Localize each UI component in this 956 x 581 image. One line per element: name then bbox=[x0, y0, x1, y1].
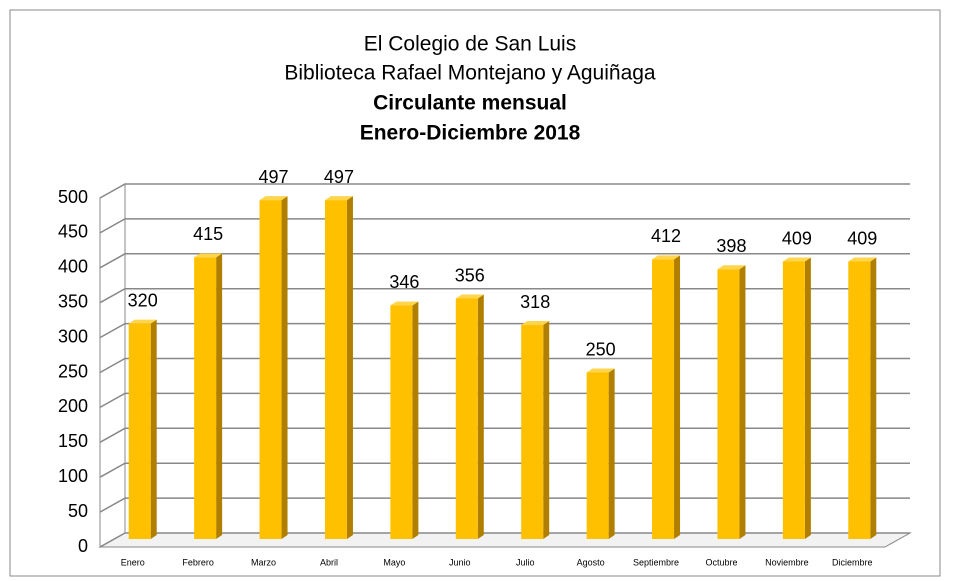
grid-line bbox=[99, 253, 910, 269]
y-tick-label: 500 bbox=[58, 187, 88, 207]
bar bbox=[324, 196, 353, 539]
grid-line bbox=[99, 497, 910, 513]
y-tick-label: 350 bbox=[58, 291, 88, 311]
grid-line bbox=[99, 392, 910, 409]
bar-face bbox=[346, 196, 353, 539]
x-tick-label: Septiembre bbox=[633, 557, 679, 567]
bar-face bbox=[455, 294, 484, 299]
x-tick-label: Junio bbox=[449, 557, 471, 567]
bar-face bbox=[804, 257, 811, 539]
bar-face bbox=[608, 368, 615, 539]
grid-line bbox=[99, 287, 910, 304]
x-tick-label: Julio bbox=[516, 557, 535, 567]
x-tick-label: Noviembre bbox=[765, 557, 809, 567]
value-label: 320 bbox=[128, 290, 158, 310]
y-tick-label: 150 bbox=[58, 431, 88, 451]
grid-line bbox=[99, 183, 910, 199]
value-label: 318 bbox=[520, 292, 550, 312]
bar-face bbox=[194, 253, 223, 258]
bar-face bbox=[150, 319, 157, 539]
value-label: 412 bbox=[651, 226, 681, 246]
bar-face bbox=[782, 261, 805, 539]
x-tick-label: Octubre bbox=[705, 557, 737, 567]
chart-title: Circulante mensual bbox=[373, 92, 567, 115]
x-tick-label: Marzo bbox=[251, 557, 276, 567]
grid-line bbox=[99, 218, 910, 234]
bar-face bbox=[412, 301, 419, 539]
bar bbox=[194, 253, 223, 539]
bar-face bbox=[848, 257, 877, 262]
value-label: 415 bbox=[193, 224, 223, 244]
bar-face bbox=[521, 321, 550, 326]
x-tick-label: Diciembre bbox=[832, 557, 873, 567]
bar-face bbox=[652, 255, 681, 260]
bar-face bbox=[674, 255, 681, 539]
bar bbox=[586, 368, 615, 539]
bar-face bbox=[128, 323, 151, 539]
bar-face bbox=[782, 257, 811, 262]
bar-face bbox=[717, 269, 740, 539]
bar-face bbox=[281, 196, 288, 539]
grid-line bbox=[99, 462, 910, 478]
bar-face bbox=[324, 200, 347, 539]
y-tick-label: 50 bbox=[68, 501, 88, 521]
bar-face bbox=[259, 200, 282, 539]
x-tick-label: Mayo bbox=[383, 557, 405, 567]
bar-face bbox=[586, 368, 615, 373]
bar-face bbox=[739, 265, 746, 539]
grid-line bbox=[99, 427, 910, 443]
value-label: 409 bbox=[847, 228, 877, 248]
y-tick-label: 250 bbox=[58, 361, 88, 381]
bar-face bbox=[586, 372, 609, 539]
x-tick-label: Enero bbox=[121, 557, 145, 567]
bar-face bbox=[259, 196, 288, 201]
value-label: 497 bbox=[259, 167, 289, 187]
value-label: 356 bbox=[455, 265, 485, 285]
y-tick-label: 450 bbox=[58, 222, 88, 242]
bar bbox=[128, 319, 157, 539]
value-label: 409 bbox=[782, 228, 812, 248]
bar bbox=[455, 294, 484, 539]
bar-face bbox=[848, 261, 871, 539]
value-label: 346 bbox=[389, 272, 419, 292]
bar bbox=[848, 257, 877, 539]
bar bbox=[521, 321, 550, 539]
y-tick-label: 300 bbox=[58, 326, 88, 346]
bar-face bbox=[717, 265, 746, 270]
bar bbox=[259, 196, 288, 539]
bar-face bbox=[652, 259, 675, 539]
y-tick-label: 100 bbox=[58, 466, 88, 486]
x-tick-label: Abril bbox=[320, 557, 338, 567]
grid-line bbox=[99, 357, 910, 374]
bar-face bbox=[216, 253, 223, 539]
y-tick-label: 200 bbox=[58, 396, 88, 416]
x-tick-label: Agosto bbox=[577, 557, 605, 567]
y-tick-label: 0 bbox=[78, 536, 88, 556]
bar bbox=[390, 301, 419, 539]
bar bbox=[652, 255, 681, 539]
bar bbox=[717, 265, 746, 539]
chart-title: Biblioteca Rafael Montejano y Aguiñaga bbox=[284, 62, 656, 85]
bar-face bbox=[521, 325, 544, 539]
bar-face bbox=[870, 257, 877, 539]
bar-face bbox=[477, 294, 484, 539]
bar-face bbox=[128, 319, 157, 324]
grid-line bbox=[99, 322, 910, 339]
y-tick-label: 400 bbox=[58, 257, 88, 277]
bar-face bbox=[324, 196, 353, 201]
value-label: 497 bbox=[324, 167, 354, 187]
chart-title: Enero-Diciembre 2018 bbox=[360, 122, 581, 145]
bar-face bbox=[390, 305, 413, 539]
grid-line bbox=[99, 532, 910, 548]
x-tick-label: Febrero bbox=[182, 557, 214, 567]
bar-face bbox=[455, 298, 478, 539]
bar-face bbox=[390, 301, 419, 306]
chart-title: El Colegio de San Luis bbox=[364, 33, 576, 56]
value-label: 250 bbox=[586, 339, 616, 359]
bar-face bbox=[194, 257, 217, 539]
bar bbox=[782, 257, 811, 539]
bar-face bbox=[543, 321, 550, 539]
value-label: 398 bbox=[716, 236, 746, 256]
